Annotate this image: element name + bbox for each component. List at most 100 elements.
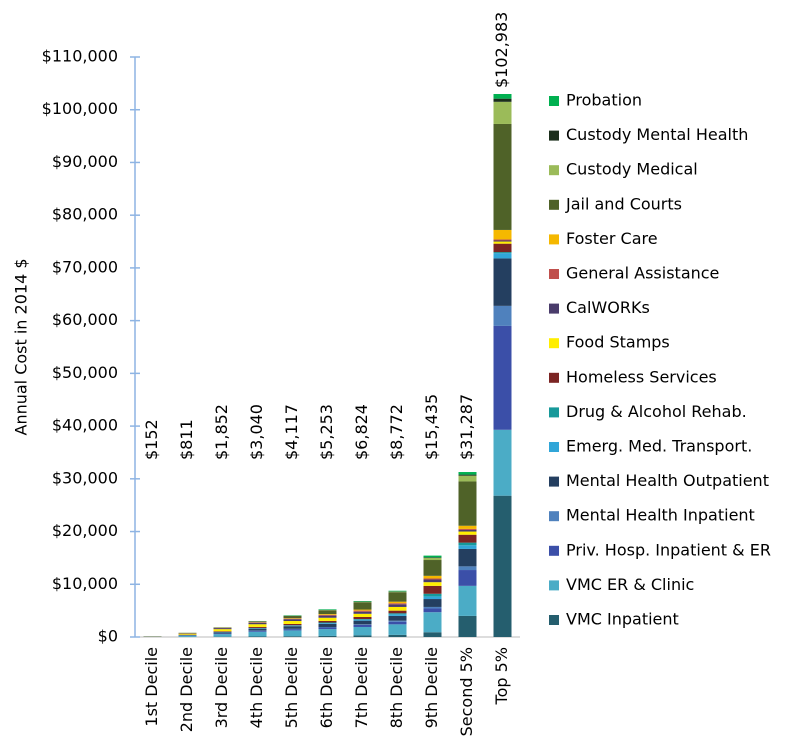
bar-segment — [493, 258, 512, 306]
bar-segment — [318, 615, 337, 618]
total-label: $152 — [142, 419, 161, 460]
bar-segment — [283, 629, 302, 631]
bar-segment — [423, 582, 442, 586]
y-tick-label: $90,000 — [52, 152, 118, 171]
total-label: $4,117 — [282, 404, 301, 460]
bar-segment — [388, 592, 407, 602]
bar-segment — [178, 635, 197, 637]
bar-segment — [458, 528, 477, 530]
total-label: $8,772 — [387, 404, 406, 460]
total-label: $3,040 — [247, 404, 266, 460]
bar-segment — [493, 495, 512, 637]
bar-segment — [353, 619, 372, 621]
y-tick-label: $0 — [98, 627, 118, 646]
bar-segment — [423, 585, 442, 594]
bar-segment — [353, 635, 372, 637]
y-tick-label: $10,000 — [52, 574, 118, 593]
bar-segment — [178, 633, 197, 635]
bar-segment — [248, 624, 267, 627]
bar-segment — [353, 620, 372, 625]
bar-segment — [423, 579, 442, 583]
bar-segment — [388, 590, 407, 592]
legend-swatch — [549, 199, 559, 210]
bar-segment — [458, 531, 477, 535]
bar-segment — [388, 624, 407, 635]
bar-segment — [318, 623, 337, 624]
bar-segment — [458, 585, 477, 616]
x-tick-label: 2nd Decile — [177, 647, 196, 732]
bar-segment — [423, 599, 442, 607]
total-label: $15,435 — [422, 394, 441, 460]
bar-segment — [213, 631, 232, 632]
legend-label: General Assistance — [566, 264, 719, 283]
bar-segment — [283, 618, 302, 619]
bar-segment — [423, 557, 442, 561]
bar-segment — [388, 604, 407, 607]
bar-segment — [353, 624, 372, 627]
bar-segment — [213, 632, 232, 634]
legend-label: Custody Medical — [566, 160, 698, 179]
legend-label: Foster Care — [566, 229, 658, 248]
bar-segment — [458, 472, 477, 475]
bar-segment — [458, 525, 477, 529]
total-label: $5,253 — [317, 404, 336, 460]
x-tick-label: 5th Decile — [282, 647, 301, 728]
bar-segment — [353, 613, 372, 617]
legend-label: Food Stamps — [566, 333, 670, 352]
bar-segment — [423, 575, 442, 579]
bar-segment — [493, 305, 512, 326]
bar-segment — [213, 634, 232, 637]
y-axis-title: Annual Cost in 2014 $ — [12, 258, 31, 435]
legend-label: Emerg. Med. Transport. — [566, 437, 752, 456]
legend-swatch — [549, 442, 559, 452]
legend-swatch — [549, 338, 559, 349]
bar-segment — [493, 239, 512, 241]
y-tick-label: $100,000 — [42, 99, 118, 118]
bar-segment — [493, 123, 512, 230]
bar-segment — [178, 633, 197, 634]
y-tick-label: $80,000 — [52, 205, 118, 224]
bar-segment — [458, 615, 477, 637]
legend-label: Mental Health Outpatient — [566, 471, 769, 490]
bar-segment — [318, 626, 337, 628]
bar-segment — [388, 603, 407, 605]
x-tick-label: 8th Decile — [387, 647, 406, 728]
bar-segment — [353, 624, 372, 625]
bar-segment — [493, 241, 512, 244]
bar-segment — [458, 481, 477, 526]
bar-segment — [388, 591, 407, 593]
legend-swatch — [549, 96, 559, 106]
bar-segment — [458, 566, 477, 571]
bar-segment — [318, 620, 337, 623]
legend-label: Priv. Hosp. Inpatient & ER — [566, 540, 771, 559]
bar-segment — [213, 633, 232, 635]
bar-segment — [283, 630, 302, 637]
legend-swatch — [549, 234, 559, 245]
total-label: $811 — [177, 419, 196, 460]
bar-segment — [423, 560, 442, 576]
bar-segment — [248, 631, 267, 637]
bar-segment — [283, 636, 302, 637]
bar-segment — [423, 632, 442, 637]
bar-segment — [283, 616, 302, 619]
total-label: $6,824 — [352, 404, 371, 460]
bar-segment — [283, 625, 302, 627]
legend-label: VMC Inpatient — [566, 610, 679, 629]
bar-segment — [248, 630, 267, 632]
legend-swatch — [549, 130, 559, 141]
bar-segment — [353, 626, 372, 636]
bar-segment — [283, 619, 302, 622]
bar-segment — [388, 620, 407, 622]
bar-segment — [493, 101, 512, 124]
x-tick-label: 9th Decile — [422, 647, 441, 728]
bar-segment — [283, 621, 302, 624]
bar-segment — [213, 629, 232, 632]
total-label: $31,287 — [457, 394, 476, 460]
bar-segment — [388, 601, 407, 604]
bar-segment — [423, 557, 442, 558]
bar-segment — [353, 616, 372, 620]
bar-segment — [458, 529, 477, 532]
x-tick-label: Top 5% — [492, 647, 511, 705]
bar-segment — [458, 534, 477, 543]
bar-segment — [388, 613, 407, 615]
